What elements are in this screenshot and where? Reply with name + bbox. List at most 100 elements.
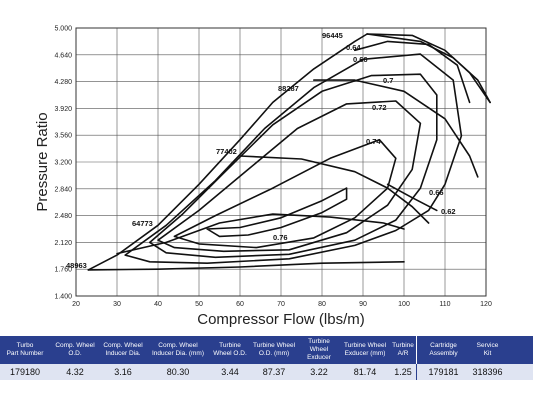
spec-header-cell: Comp. Wheel Inducer Dia. xyxy=(100,336,146,364)
efficiency-island-0-7 xyxy=(149,73,438,259)
spec-header-text: Turbine A/R xyxy=(392,342,414,358)
chart-lines xyxy=(87,33,491,271)
efficiency-island-0-76 xyxy=(206,187,348,238)
y-tick-label: 5.000 xyxy=(54,26,72,33)
spec-header-cell: Turbine Wheel O.D. (mm) xyxy=(250,336,298,364)
spec-header-line: O.D. xyxy=(68,350,82,357)
y-tick-label: 3.200 xyxy=(54,160,72,167)
spec-header-line: Comp. Wheel xyxy=(103,342,143,349)
spec-value-cell: 318396 xyxy=(472,367,503,377)
spec-header-text: Comp. Wheel Inducer Dia. xyxy=(103,342,142,358)
y-tick-label: 3.560 xyxy=(54,133,72,140)
y-tick-label: 4.280 xyxy=(54,79,72,86)
chart-annotation: 0.66 xyxy=(353,55,368,64)
choke-line xyxy=(366,33,491,104)
spec-header-line: O.D. (mm) xyxy=(258,350,290,357)
surge-line xyxy=(87,33,368,271)
x-tick-label: 80 xyxy=(318,301,326,308)
spec-header-line: Wheel O.D. xyxy=(213,350,247,357)
x-tick-label: 100 xyxy=(398,301,410,308)
chart-annotation: 0.74 xyxy=(366,137,381,146)
chart-annotation: 48963 xyxy=(66,261,87,270)
chart-annotation: 77402 xyxy=(216,147,237,156)
speed-line-64773 xyxy=(116,213,405,255)
efficiency-island-0-74 xyxy=(173,138,397,249)
x-tick-label: 40 xyxy=(154,301,162,308)
y-tick-label: 2.120 xyxy=(54,240,72,247)
spec-value-cell: 87.37 xyxy=(262,367,286,377)
spec-header-line: Part Number xyxy=(6,350,44,357)
spec-header-cell: Turbine Wheel Exducer (mm) xyxy=(340,336,390,364)
spec-header-cell: Cartridge Assembly xyxy=(416,336,470,364)
spec-header-cell: Comp. Wheel Inducer Dia. (mm) xyxy=(146,336,210,364)
spec-value-cell: 3.44 xyxy=(221,367,239,377)
x-tick-label: 50 xyxy=(195,301,203,308)
spec-value-cell: 3.16 xyxy=(114,367,132,377)
y-tick-label: 2.480 xyxy=(54,213,72,220)
spec-header-text: Turbine Wheel O.D. (mm) xyxy=(253,342,295,358)
speed-line-96445 xyxy=(366,33,491,104)
spec-header-cell: Turbine A/R xyxy=(390,336,416,364)
spec-header-text: Service Kit xyxy=(477,342,499,358)
spec-header-text: Turbine Wheel Exducer xyxy=(299,338,339,362)
spec-value-cell: 3.22 xyxy=(310,367,328,377)
compressor-map-chart: 20 30 40 50 60 70 80 90 100 110 120 1.400 1.760 2.12… xyxy=(34,26,492,329)
x-axis-label: Compressor Flow (lbs/m) xyxy=(197,311,365,328)
spec-header-line: Cartridge xyxy=(430,342,457,349)
spec-header-cell: Turbo Part Number xyxy=(0,336,50,364)
y-tick-label: 4.640 xyxy=(54,52,72,59)
spec-value-cell: 1.25 xyxy=(394,367,412,377)
x-tick-label: 120 xyxy=(480,301,492,308)
spec-header-text: Comp. Wheel O.D. xyxy=(55,342,94,358)
chart-annotation: 0.66 xyxy=(429,188,444,197)
x-tick-labels: 20 30 40 50 60 70 80 90 100 110 120 xyxy=(72,301,492,308)
spec-header-text: Turbo Part Number xyxy=(7,342,44,358)
spec-value-cell: 179180 xyxy=(9,367,41,377)
spec-value-cell: 4.32 xyxy=(66,367,84,377)
spec-header-line: Exducer (mm) xyxy=(344,350,386,357)
spec-header-line: Inducer Dia. xyxy=(105,350,141,357)
speed-line-48963 xyxy=(87,260,405,271)
chart-grid xyxy=(75,27,487,297)
spec-value-cell: 179181 xyxy=(416,364,470,380)
spec-header-line: Exducer xyxy=(307,354,331,361)
plot-frame xyxy=(75,27,487,297)
spec-header-line: A/R xyxy=(397,350,409,357)
x-tick-label: 70 xyxy=(277,301,285,308)
y-tick-label: 1.760 xyxy=(54,267,72,274)
spec-header-cell: Turbine Wheel O.D. xyxy=(210,336,250,364)
x-tick-label: 110 xyxy=(439,301,450,308)
y-tick-label: 2.840 xyxy=(54,186,72,193)
chart-annotation: 0.64 xyxy=(346,43,361,52)
speed-line-88287 xyxy=(312,79,479,178)
spec-header-line: Assembly xyxy=(429,350,458,357)
chart-annotation: 96445 xyxy=(322,31,343,40)
spec-header-line: Turbine Wheel xyxy=(252,342,296,349)
spec-header-cell: Comp. Wheel O.D. xyxy=(50,336,100,364)
spec-value-cell: 80.30 xyxy=(166,367,190,377)
spec-header-line: Turbo xyxy=(16,342,34,349)
spec-header-line: Inducer Dia. (mm) xyxy=(151,350,204,357)
chart-annotation: 0.7 xyxy=(383,76,393,85)
spec-header-cell: Turbine Wheel Exducer xyxy=(298,336,340,364)
speed-line-77402 xyxy=(239,155,430,224)
spec-header-text: Cartridge Assembly xyxy=(429,342,457,358)
spec-header-line: Turbine xyxy=(219,342,241,349)
y-tick-label: 1.400 xyxy=(54,294,72,301)
spec-header-line: Turbine Wheel xyxy=(343,342,387,349)
y-axis-label: Pressure Ratio xyxy=(34,112,51,211)
y-tick-label: 3.920 xyxy=(54,106,72,113)
efficiency-island-0-62 xyxy=(386,183,438,212)
spec-header-line: Service xyxy=(476,342,499,349)
spec-header-text: Comp. Wheel Inducer Dia. (mm) xyxy=(152,342,204,358)
x-tick-label: 90 xyxy=(359,301,367,308)
x-tick-label: 60 xyxy=(236,301,244,308)
x-tick-label: 20 xyxy=(72,301,80,308)
spec-header-cell: Service Kit xyxy=(470,336,505,364)
spec-header-text: Turbine Wheel Exducer (mm) xyxy=(344,342,386,358)
spec-header-line: Comp. Wheel xyxy=(158,342,198,349)
x-tick-label: 30 xyxy=(113,301,121,308)
y-tick-labels: 1.400 1.760 2.120 2.480 2.840 3.200 3.560 3.920… xyxy=(54,26,72,301)
chart-annotation: 0.76 xyxy=(273,233,288,242)
